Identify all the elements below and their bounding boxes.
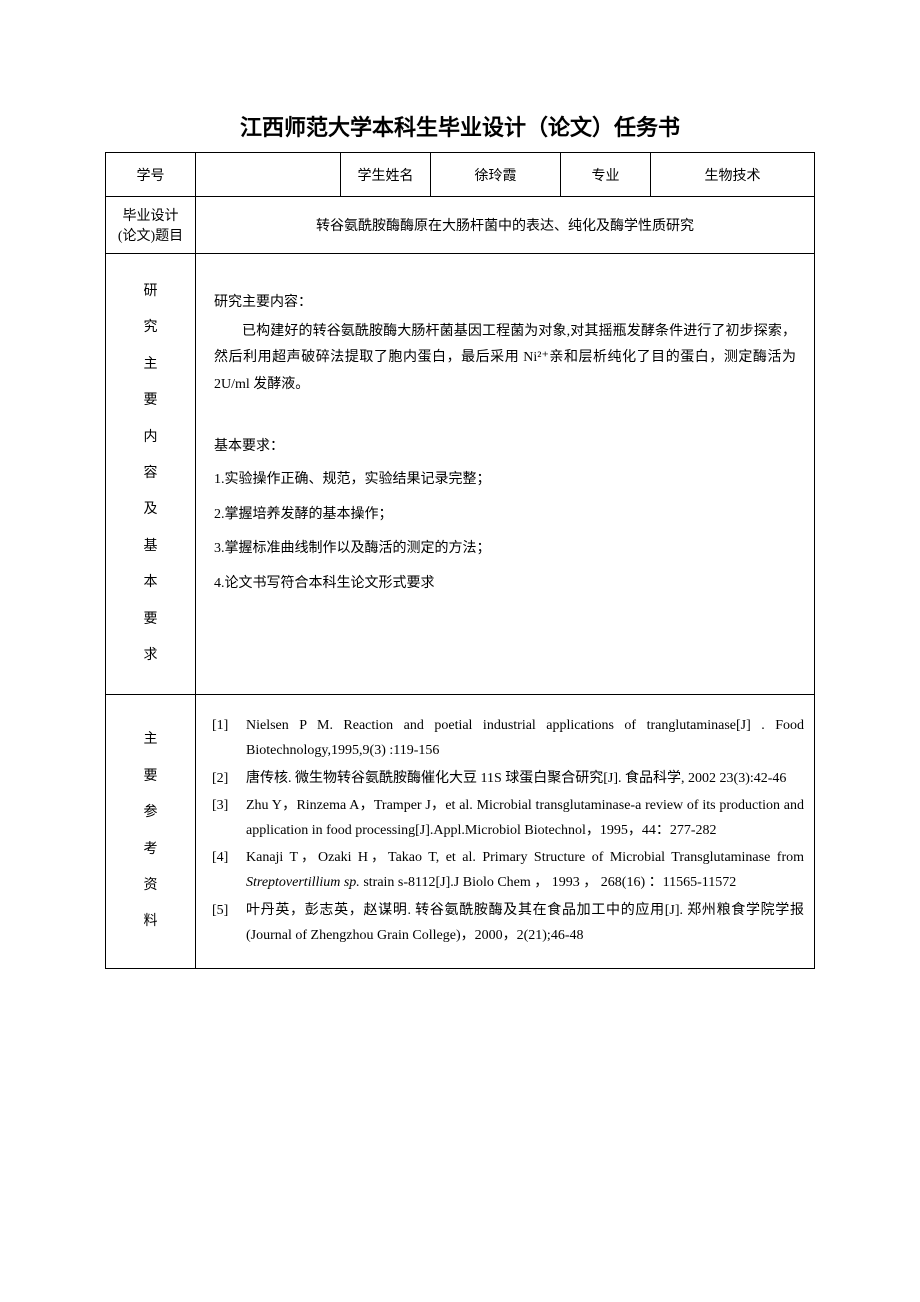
label-char: 本 bbox=[110, 565, 191, 601]
ref-number: [5] bbox=[212, 898, 246, 948]
requirement-item: 3.掌握标准曲线制作以及酶活的测定的方法； bbox=[214, 536, 796, 563]
thesis-label: 毕业设计 (论文)题目 bbox=[106, 197, 196, 254]
label-char: 基 bbox=[110, 529, 191, 565]
label-char: 考 bbox=[110, 832, 191, 868]
label-char: 究 bbox=[110, 310, 191, 346]
label-char: 要 bbox=[110, 383, 191, 419]
student-id-value bbox=[196, 153, 341, 197]
major-label: 专业 bbox=[561, 153, 651, 197]
refs-row: 主要参考资料 [1]Nielsen P M. Reaction and poet… bbox=[106, 695, 815, 969]
references-cell: [1]Nielsen P M. Reaction and poetial ind… bbox=[196, 695, 815, 969]
label-char: 要 bbox=[110, 602, 191, 638]
ref-text: Zhu Y，Rinzema A，Tramper J，et al. Microbi… bbox=[246, 793, 804, 843]
label-char: 资 bbox=[110, 868, 191, 904]
ref-text: Kanaji T，Ozaki H，Takao T, et al. Primary… bbox=[246, 845, 804, 895]
ref-number: [3] bbox=[212, 793, 246, 843]
thesis-title-row: 毕业设计 (论文)题目 转谷氨酰胺酶酶原在大肠杆菌中的表达、纯化及酶学性质研究 bbox=[106, 197, 815, 254]
label-char: 容 bbox=[110, 456, 191, 492]
req-heading: 基本要求： bbox=[214, 434, 796, 461]
requirement-item: 4.论文书写符合本科生论文形式要求 bbox=[214, 571, 796, 598]
ref-number: [4] bbox=[212, 845, 246, 895]
label-char: 料 bbox=[110, 904, 191, 940]
thesis-label-line2: (论文)题目 bbox=[110, 225, 191, 245]
content-row: 研究主要内容及基本要求 研究主要内容： 已构建好的转谷氨酰胺酶大肠杆菌基因工程菌… bbox=[106, 254, 815, 695]
ref-text: 唐传核. 微生物转谷氨酰胺酶催化大豆 11S 球蛋白聚合研究[J]. 食品科学,… bbox=[246, 766, 804, 791]
content-vertical-label: 研究主要内容及基本要求 bbox=[106, 254, 196, 695]
label-char: 要 bbox=[110, 759, 191, 795]
research-content-cell: 研究主要内容： 已构建好的转谷氨酰胺酶大肠杆菌基因工程菌为对象,对其摇瓶发酵条件… bbox=[196, 254, 815, 695]
label-char: 及 bbox=[110, 492, 191, 528]
task-form-table: 学号 学生姓名 徐玲霞 专业 生物技术 毕业设计 (论文)题目 转谷氨酰胺酶酶原… bbox=[105, 152, 815, 969]
label-char: 参 bbox=[110, 795, 191, 831]
student-name-value: 徐玲霞 bbox=[431, 153, 561, 197]
reference-item: [2]唐传核. 微生物转谷氨酰胺酶催化大豆 11S 球蛋白聚合研究[J]. 食品… bbox=[212, 766, 804, 791]
content-body: 已构建好的转谷氨酰胺酶大肠杆菌基因工程菌为对象,对其摇瓶发酵条件进行了初步探索，… bbox=[214, 319, 796, 399]
major-value: 生物技术 bbox=[651, 153, 815, 197]
label-char: 求 bbox=[110, 638, 191, 674]
ref-number: [2] bbox=[212, 766, 246, 791]
thesis-label-line1: 毕业设计 bbox=[110, 205, 191, 225]
reference-item: [5]叶丹英，彭志英，赵谋明. 转谷氨酰胺酶及其在食品加工中的应用[J]. 郑州… bbox=[212, 898, 804, 948]
thesis-title-value: 转谷氨酰胺酶酶原在大肠杆菌中的表达、纯化及酶学性质研究 bbox=[196, 197, 815, 254]
reference-item: [1]Nielsen P M. Reaction and poetial ind… bbox=[212, 713, 804, 763]
page-title: 江西师范大学本科生毕业设计（论文）任务书 bbox=[105, 110, 815, 142]
ref-number: [1] bbox=[212, 713, 246, 763]
refs-vertical-label: 主要参考资料 bbox=[106, 695, 196, 969]
label-char: 主 bbox=[110, 722, 191, 758]
requirements-list: 1.实验操作正确、规范，实验结果记录完整； 2.掌握培养发酵的基本操作； 3.掌握标… bbox=[214, 467, 796, 597]
header-row: 学号 学生姓名 徐玲霞 专业 生物技术 bbox=[106, 153, 815, 197]
student-id-label: 学号 bbox=[106, 153, 196, 197]
reference-item: [4]Kanaji T，Ozaki H，Takao T, et al. Prim… bbox=[212, 845, 804, 895]
label-char: 内 bbox=[110, 420, 191, 456]
content-heading: 研究主要内容： bbox=[214, 290, 796, 317]
ref-text: Nielsen P M. Reaction and poetial indust… bbox=[246, 713, 804, 763]
requirement-item: 1.实验操作正确、规范，实验结果记录完整； bbox=[214, 467, 796, 494]
label-char: 主 bbox=[110, 347, 191, 383]
ref-text: 叶丹英，彭志英，赵谋明. 转谷氨酰胺酶及其在食品加工中的应用[J]. 郑州粮食学… bbox=[246, 898, 804, 948]
label-char: 研 bbox=[110, 274, 191, 310]
requirement-item: 2.掌握培养发酵的基本操作； bbox=[214, 502, 796, 529]
reference-item: [3]Zhu Y，Rinzema A，Tramper J，et al. Micr… bbox=[212, 793, 804, 843]
student-name-label: 学生姓名 bbox=[341, 153, 431, 197]
